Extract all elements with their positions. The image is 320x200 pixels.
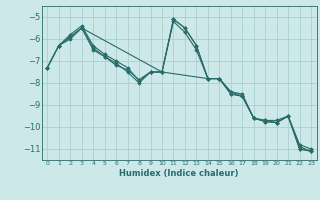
X-axis label: Humidex (Indice chaleur): Humidex (Indice chaleur) <box>119 169 239 178</box>
